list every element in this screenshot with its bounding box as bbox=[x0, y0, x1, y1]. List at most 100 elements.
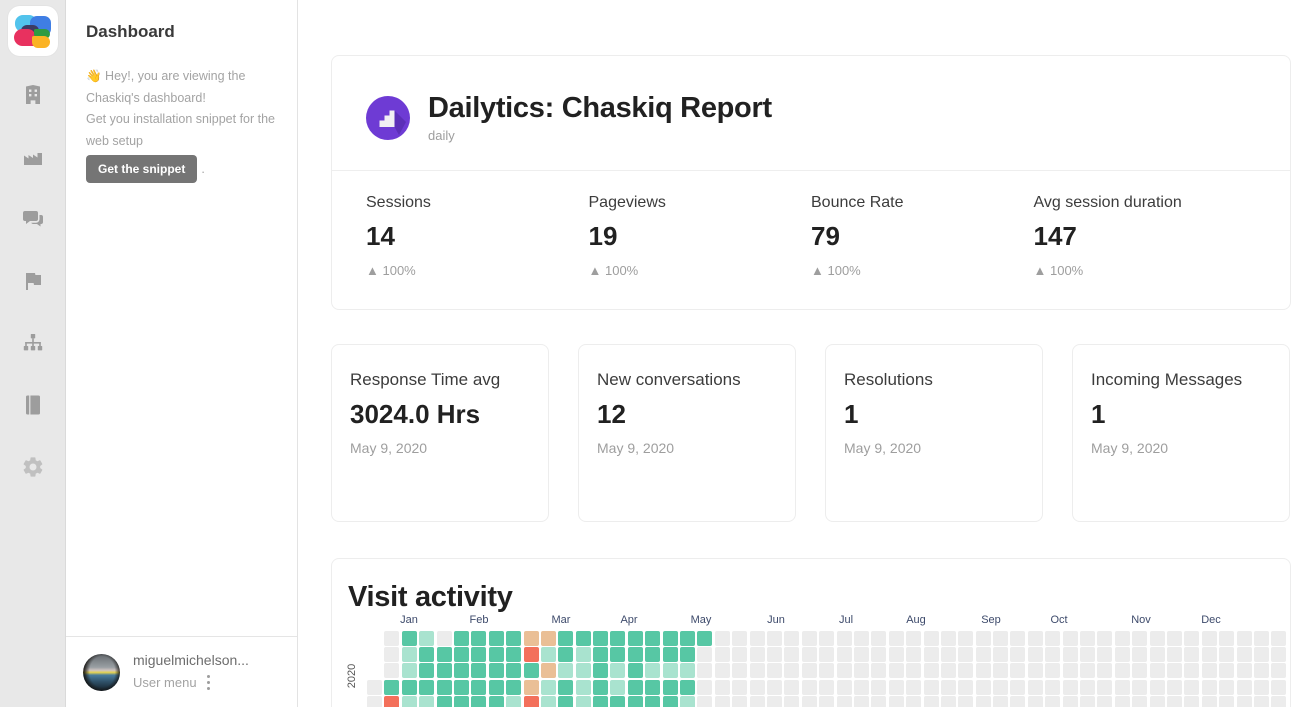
heatmap-cell bbox=[1219, 663, 1235, 679]
stat-label: Avg session duration bbox=[1033, 194, 1182, 211]
heatmap-cell bbox=[784, 695, 800, 707]
heatmap-cell bbox=[558, 663, 574, 679]
heatmap-cell bbox=[1271, 695, 1287, 707]
heatmap-cell bbox=[1080, 679, 1096, 695]
heatmap-cell bbox=[575, 679, 591, 695]
card-value: 12 bbox=[597, 399, 626, 429]
page-title: Dashboard bbox=[86, 22, 175, 41]
heatmap-cell bbox=[1062, 695, 1078, 707]
heatmap-cell bbox=[367, 695, 382, 707]
chaskiq-logo[interactable] bbox=[7, 6, 58, 56]
heatmap-cell bbox=[940, 695, 956, 707]
heatmap-cell bbox=[1010, 679, 1026, 695]
heatmap-cell bbox=[1253, 679, 1269, 695]
heatmap-cell bbox=[610, 663, 626, 679]
heatmap-cell bbox=[540, 679, 556, 695]
visit-activity-title: Visit activity bbox=[348, 581, 513, 613]
heatmap-cell bbox=[1236, 631, 1252, 646]
heatmap-cell bbox=[1219, 695, 1235, 707]
heatmap-cell bbox=[1010, 663, 1026, 679]
icon-rail bbox=[0, 0, 66, 707]
heatmap-cell bbox=[384, 695, 400, 707]
heatmap-cell bbox=[906, 679, 922, 695]
nav-reports[interactable] bbox=[0, 126, 65, 188]
heatmap-cell bbox=[1236, 647, 1252, 663]
heatmap-cell bbox=[1271, 647, 1287, 663]
heatmap-cell bbox=[1062, 647, 1078, 663]
card-new-conversations: New conversations 12 May 9, 2020 bbox=[578, 344, 796, 522]
heatmap-cell bbox=[1080, 695, 1096, 707]
heatmap-month-oct: Oct bbox=[1050, 614, 1068, 626]
heatmap-cell bbox=[993, 663, 1009, 679]
heatmap-cell bbox=[766, 695, 782, 707]
heatmap-cell bbox=[888, 679, 904, 695]
heatmap-cell bbox=[401, 631, 417, 646]
heatmap-cell bbox=[1219, 679, 1235, 695]
heatmap-cell bbox=[593, 663, 609, 679]
heatmap-cell bbox=[540, 647, 556, 663]
heatmap-cell bbox=[645, 647, 661, 663]
heatmap-cell bbox=[714, 695, 730, 707]
heatmap-cell bbox=[1027, 647, 1043, 663]
user-info: miguelmichelson... User menu bbox=[133, 652, 249, 693]
kebab-menu-icon[interactable] bbox=[205, 673, 213, 693]
logo-bubble-green bbox=[33, 29, 50, 39]
heatmap-cell bbox=[610, 647, 626, 663]
heatmap-cell bbox=[888, 631, 904, 646]
nav-platform[interactable] bbox=[0, 64, 65, 126]
heatmap-cell bbox=[1201, 631, 1217, 646]
heatmap-cell bbox=[627, 695, 643, 707]
stat-sessions: Sessions 14 ▲ 100% bbox=[366, 194, 589, 278]
flag-icon bbox=[25, 273, 41, 290]
heatmap-cell bbox=[523, 695, 539, 707]
heatmap-cell bbox=[645, 679, 661, 695]
card-date: May 9, 2020 bbox=[350, 440, 428, 456]
get-snippet-button[interactable]: Get the snippet bbox=[86, 155, 198, 183]
heatmap-cell bbox=[836, 695, 852, 707]
stats-row: Sessions 14 ▲ 100% Pageviews 19 ▲ 100% B… bbox=[332, 171, 1290, 309]
heatmap-cell bbox=[401, 647, 417, 663]
chart-icon bbox=[23, 153, 42, 165]
heatmap-cell bbox=[471, 695, 487, 707]
heatmap-cell bbox=[714, 631, 730, 646]
dashboard-panel: Dashboard 👋 Hey!, you are viewing the Ch… bbox=[66, 0, 298, 707]
avatar[interactable] bbox=[83, 653, 120, 691]
heatmap-cell bbox=[749, 695, 765, 707]
nav-campaigns[interactable] bbox=[0, 250, 65, 312]
nav-settings[interactable] bbox=[0, 436, 65, 498]
heatmap-cell bbox=[471, 679, 487, 695]
heatmap-cell bbox=[958, 647, 974, 663]
heatmap-cell bbox=[923, 679, 939, 695]
heatmap-cell bbox=[906, 631, 922, 646]
snippet-row: Get the snippet. bbox=[86, 155, 279, 183]
card-date: May 9, 2020 bbox=[844, 440, 922, 456]
heatmap-cell bbox=[1149, 631, 1165, 646]
chat-bubbles-icon bbox=[22, 211, 43, 227]
heatmap-cell bbox=[1149, 663, 1165, 679]
gear-icon bbox=[23, 457, 42, 477]
heatmap-cell bbox=[1114, 695, 1130, 707]
card-value: 1 bbox=[844, 399, 859, 429]
heatmap-cell bbox=[1184, 631, 1200, 646]
heatmap-cell bbox=[853, 679, 869, 695]
stat-label: Pageviews bbox=[588, 194, 666, 211]
heatmap-cell bbox=[471, 647, 487, 663]
heatmap-cell bbox=[384, 663, 400, 679]
heatmap-month-may: May bbox=[690, 614, 712, 626]
nav-conversations[interactable] bbox=[0, 188, 65, 250]
heatmap-cell bbox=[801, 647, 817, 663]
heatmap-cell bbox=[367, 631, 382, 646]
heatmap-cell bbox=[958, 631, 974, 646]
building-icon bbox=[25, 85, 40, 104]
heatmap-cell bbox=[819, 695, 835, 707]
heatmap-cell bbox=[453, 647, 469, 663]
nav-routing[interactable] bbox=[0, 312, 65, 374]
heatmap-cell bbox=[627, 647, 643, 663]
heatmap-cell bbox=[662, 679, 678, 695]
heatmap-grid bbox=[367, 631, 1290, 707]
heatmap-cell bbox=[871, 679, 887, 695]
card-date: May 9, 2020 bbox=[1091, 440, 1169, 456]
heatmap-cell bbox=[853, 663, 869, 679]
heatmap-month-dec: Dec bbox=[1201, 614, 1221, 626]
nav-articles[interactable] bbox=[0, 374, 65, 436]
